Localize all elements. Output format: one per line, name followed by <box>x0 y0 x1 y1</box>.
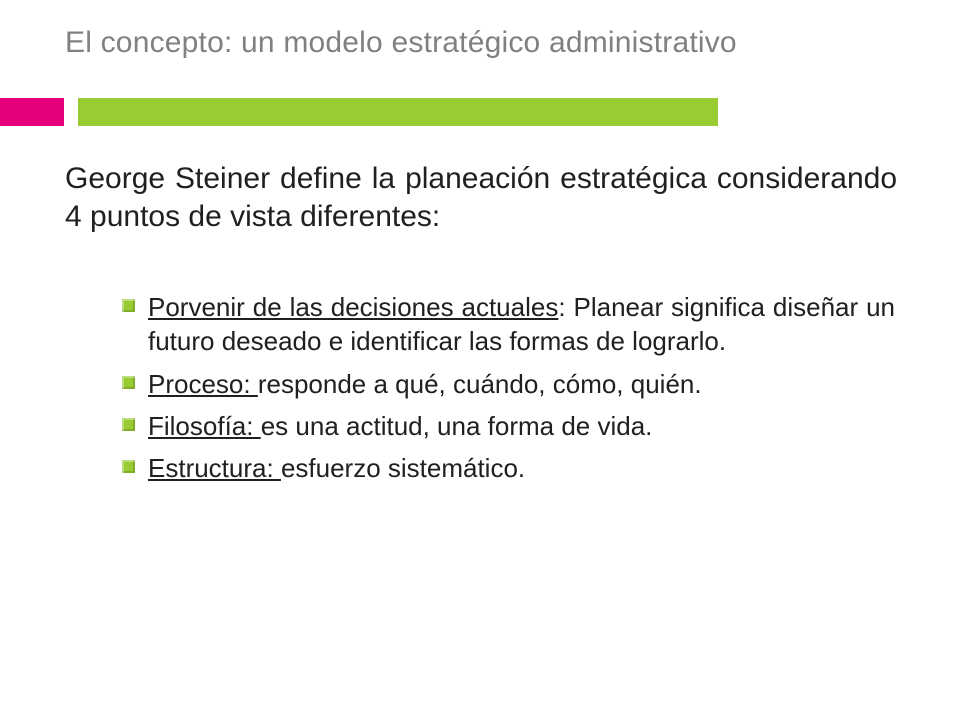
bullet-rest: esfuerzo sistemático. <box>281 453 525 483</box>
bullet-square-icon <box>122 418 135 431</box>
intro-paragraph: George Steiner define la planeación estr… <box>65 160 897 235</box>
list-item: Estructura: esfuerzo sistemático. <box>122 451 897 485</box>
bullet-rest: es una actitud, una forma de vida. <box>261 411 653 441</box>
list-item: Porvenir de las decisiones actuales: Pla… <box>122 290 897 359</box>
list-item: Proceso: responde a qué, cuándo, cómo, q… <box>122 367 897 401</box>
bullet-square-icon <box>122 376 135 389</box>
bullet-term: Proceso: <box>148 369 258 399</box>
list-item: Filosofía: es una actitud, una forma de … <box>122 409 897 443</box>
bullet-term: Filosofía: <box>148 411 261 441</box>
accent-bar-pink <box>0 98 64 126</box>
bullet-sep: : <box>558 292 573 322</box>
bullet-square-icon <box>122 460 135 473</box>
accent-bar-green <box>78 98 718 126</box>
bullet-list: Porvenir de las decisiones actuales: Pla… <box>122 290 897 494</box>
bullet-square-icon <box>122 299 135 312</box>
accent-bar-row <box>0 98 960 126</box>
slide-title: El concepto: un modelo estratégico admin… <box>65 26 737 60</box>
bullet-term: Porvenir de las decisiones actuales <box>148 292 558 322</box>
bullet-rest: responde a qué, cuándo, cómo, quién. <box>258 369 702 399</box>
intro-text: George Steiner define la planeación estr… <box>65 162 897 233</box>
bullet-term: Estructura: <box>148 453 281 483</box>
